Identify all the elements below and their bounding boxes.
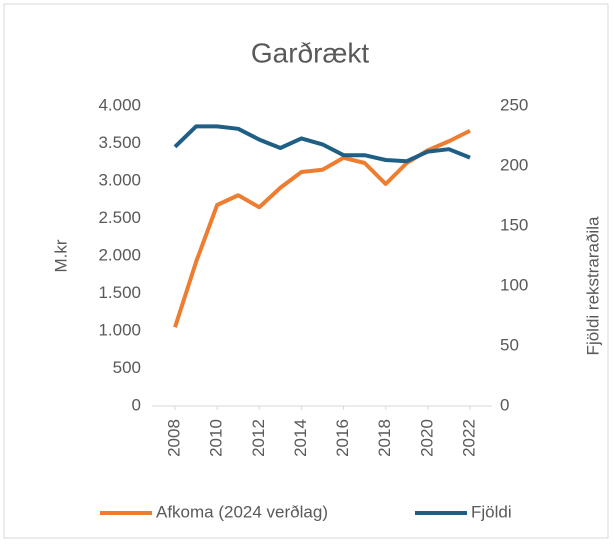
y-tick-label: 3.500 <box>98 133 141 152</box>
y2-tick-label: 200 <box>500 155 528 174</box>
y-tick-label: 1.000 <box>98 320 141 339</box>
x-tick-label: 2012 <box>249 419 268 457</box>
y-tick-label: 500 <box>113 358 141 377</box>
legend-label: Fjöldi <box>471 502 512 521</box>
x-tick-label: 2010 <box>207 419 226 457</box>
y2-tick-label: 250 <box>500 95 528 114</box>
x-tick-label: 2018 <box>375 419 394 457</box>
x-tick-label: 2014 <box>291 419 310 457</box>
x-tick-label: 2008 <box>164 419 183 457</box>
y-axis-label: M.kr <box>51 239 70 272</box>
y2-tick-label: 50 <box>500 335 519 354</box>
legend-label: Afkoma (2024 verðlag) <box>156 502 328 521</box>
y2-tick-label: 150 <box>500 215 528 234</box>
x-tick-label: 2022 <box>459 419 478 457</box>
y2-tick-label: 100 <box>500 275 528 294</box>
y-tick-label: 4.000 <box>98 95 141 114</box>
chart-title: Garðrækt <box>251 37 369 68</box>
series-line <box>173 124 471 164</box>
y-tick-label: 3.000 <box>98 170 141 189</box>
y-tick-label: 1.500 <box>98 283 141 302</box>
chart-border <box>3 3 609 539</box>
y-tick-label: 2.000 <box>98 245 141 264</box>
y2-axis-label: Fjöldi rekstraraðila <box>583 216 602 355</box>
x-tick-label: 2016 <box>333 419 352 457</box>
y-tick-label: 0 <box>132 395 141 414</box>
x-tick-label: 2020 <box>417 419 436 457</box>
y-tick-label: 2.500 <box>98 208 141 227</box>
y2-tick-label: 0 <box>500 395 509 414</box>
